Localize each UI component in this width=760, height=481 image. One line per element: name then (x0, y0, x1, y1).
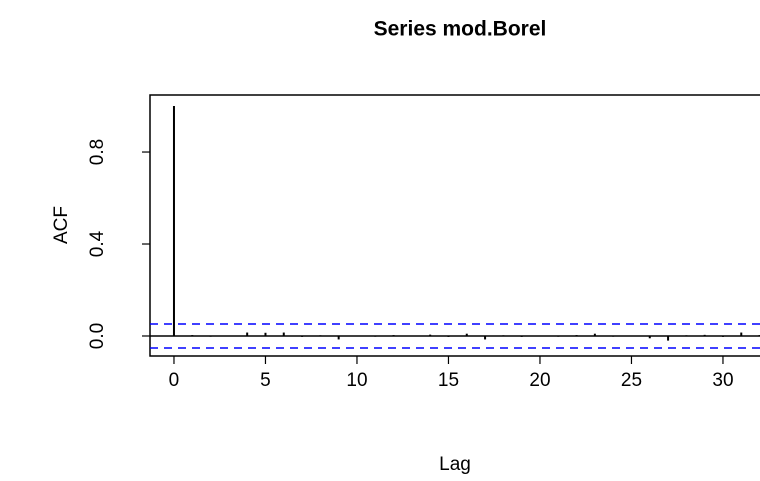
plot-box (149, 94, 760, 357)
x-tick-label: 20 (529, 370, 550, 391)
x-tick-label: 0 (169, 370, 180, 391)
x-tick-label: 15 (438, 370, 459, 391)
x-tick-label: 30 (712, 370, 733, 391)
y-tick-label: 0.0 (87, 323, 108, 349)
y-tick-label: 0.4 (87, 230, 108, 257)
x-tick-label: 5 (260, 370, 271, 391)
y-tick-label: 0.8 (87, 139, 108, 165)
chart-title: Series mod.Borel (374, 18, 547, 41)
x-tick-label: 10 (346, 370, 367, 391)
x-tick-label: 25 (621, 370, 642, 391)
y-axis-label: ACF (51, 206, 72, 244)
x-axis-label: Lag (439, 454, 471, 475)
